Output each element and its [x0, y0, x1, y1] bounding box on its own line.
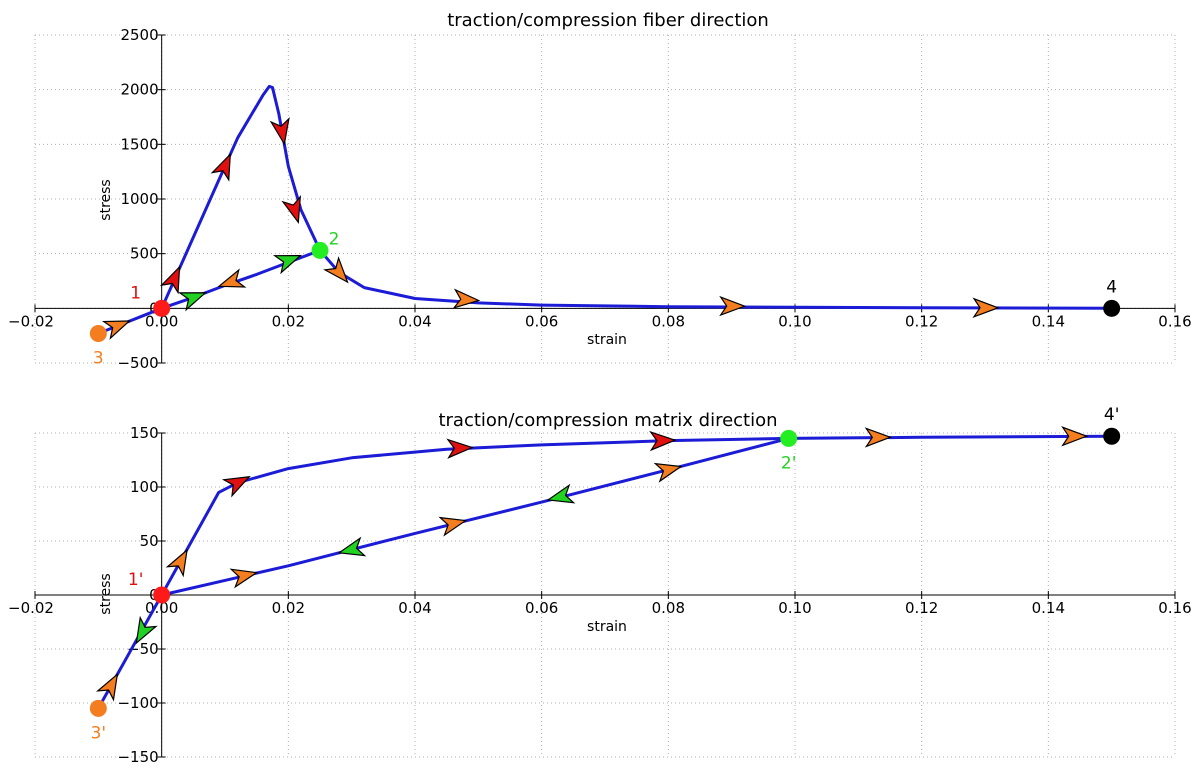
- point-label: 2': [781, 453, 797, 473]
- point-label: 1': [128, 570, 144, 590]
- x-tick-label: 0.04: [398, 312, 431, 330]
- y-axis-label: stress: [98, 573, 114, 614]
- x-axis-label: strain: [587, 619, 627, 635]
- direction-arrow: [135, 615, 158, 645]
- y-tick-label: 2000: [120, 81, 158, 99]
- direction-arrow: [864, 427, 893, 448]
- direction-arrow: [165, 548, 188, 578]
- x-tick-label: 0.14: [1032, 312, 1065, 330]
- direction-arrow: [438, 516, 468, 537]
- direction-arrow: [649, 430, 677, 452]
- y-tick-label: 2500: [120, 26, 158, 44]
- direction-arrow: [546, 483, 576, 504]
- grid: [34, 34, 1176, 364]
- x-tick-label: 0.00: [145, 312, 178, 330]
- point-label: 1: [130, 283, 141, 303]
- x-tick-label: 0.14: [1032, 599, 1065, 617]
- marker-point: [780, 429, 798, 447]
- x-tick-label: 0.16: [1158, 599, 1191, 617]
- y-tick-label: −150: [117, 748, 158, 766]
- x-axis-label: strain: [587, 332, 627, 348]
- direction-arrow: [653, 462, 683, 483]
- direction-arrow: [95, 672, 119, 702]
- direction-arrow: [337, 536, 367, 557]
- y-axis-label: stress: [98, 179, 114, 220]
- x-tick-label: 0.06: [525, 312, 558, 330]
- x-tick-label: 0.08: [652, 599, 685, 617]
- x-tick-label: 0.10: [778, 599, 811, 617]
- x-tick-label: −0.02: [8, 599, 54, 617]
- series-line: [160, 436, 791, 597]
- direction-arrow: [210, 152, 231, 182]
- y-tick-label: −500: [117, 354, 158, 372]
- y-tick-label: 1000: [120, 190, 158, 208]
- marker-point: [153, 586, 171, 604]
- direction-arrow: [269, 117, 290, 146]
- direction-arrow: [229, 568, 259, 589]
- direction-arrow: [323, 256, 349, 284]
- y-tick-label: 1500: [120, 135, 158, 153]
- point-label: 3: [93, 348, 104, 368]
- y-tick-label: 500: [130, 245, 159, 263]
- x-tick-label: 0.08: [652, 312, 685, 330]
- y-tick-label: −100: [117, 694, 158, 712]
- marker-point: [1103, 427, 1121, 445]
- marker-point: [89, 324, 107, 342]
- x-tick-label: 0.06: [525, 599, 558, 617]
- point-label: 4: [1106, 277, 1117, 297]
- x-tick-label: 0.16: [1158, 312, 1191, 330]
- direction-arrow: [221, 475, 251, 498]
- x-tick-label: 0.04: [398, 599, 431, 617]
- marker-point: [153, 299, 171, 317]
- direction-arrow: [217, 268, 247, 288]
- fiber-direction-chart: traction/compression fiber direction str…: [8, 10, 1192, 372]
- series-line: [96, 84, 1114, 335]
- chart-title: traction/compression matrix direction: [438, 410, 777, 431]
- point-label: 3': [91, 723, 107, 743]
- direction-arrow: [446, 438, 474, 459]
- y-tick-label: 150: [130, 424, 159, 442]
- chart-title: traction/compression fiber direction: [447, 10, 769, 31]
- direction-arrow: [1061, 426, 1089, 447]
- marker-point: [1103, 299, 1121, 317]
- x-tick-label: 0.12: [905, 599, 938, 617]
- point-label: 2: [329, 229, 340, 249]
- direction-arrow: [177, 292, 208, 312]
- direction-arrow: [972, 297, 1000, 318]
- marker-point: [311, 241, 329, 259]
- x-tick-label: 0.02: [272, 312, 305, 330]
- direction-arrow: [272, 254, 303, 275]
- x-tick-label: 0.12: [905, 312, 938, 330]
- direction-arrow: [452, 288, 481, 309]
- x-tick-label: −0.02: [8, 312, 54, 330]
- direction-arrow: [281, 195, 302, 225]
- marker-point: [89, 699, 107, 717]
- point-label: 4': [1104, 405, 1120, 425]
- matrix-direction-chart: traction/compression matrix direction st…: [8, 405, 1192, 766]
- direction-arrow: [159, 265, 181, 295]
- direction-arrow: [101, 320, 131, 340]
- x-tick-label: 0.10: [778, 312, 811, 330]
- y-tick-label: 50: [140, 532, 159, 550]
- x-tick-label: 0.02: [272, 599, 305, 617]
- series-line: [96, 434, 1114, 710]
- y-tick-label: 100: [130, 478, 159, 496]
- direction-arrow: [719, 295, 747, 317]
